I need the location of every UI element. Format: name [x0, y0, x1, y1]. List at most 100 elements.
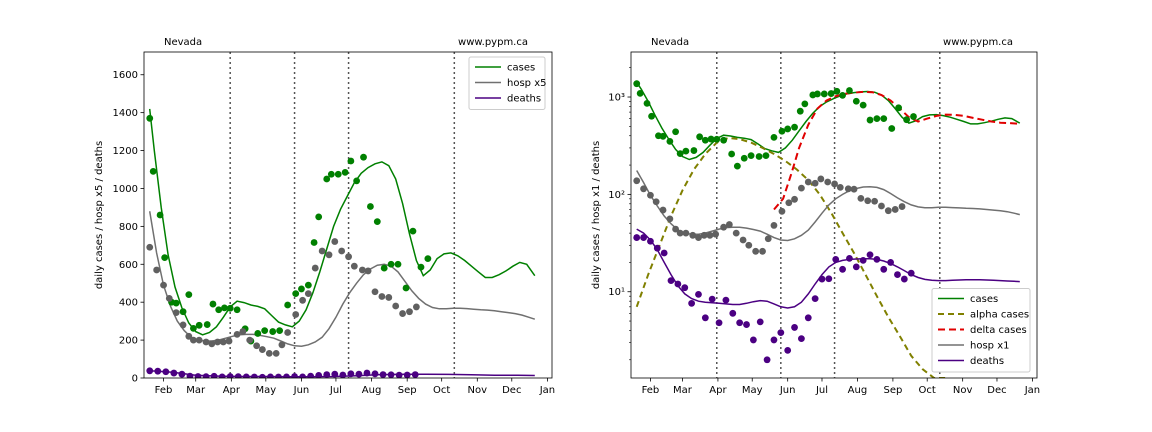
data-point-cases [755, 153, 763, 160]
data-point-hosp [720, 223, 728, 231]
data-point-hosp [225, 337, 233, 345]
data-point-hosp [165, 294, 173, 302]
data-point-hosp [647, 191, 654, 199]
data-point-hosp [190, 336, 197, 344]
data-point-deaths [250, 373, 258, 378]
data-point-deaths [756, 318, 764, 326]
data-point-deaths [770, 336, 778, 344]
data-point-cases [833, 87, 841, 95]
data-point-hosp [392, 302, 400, 310]
data-point-hosp [884, 207, 892, 215]
x-tick-label: Oct [433, 385, 450, 396]
data-point-hosp [824, 178, 832, 186]
data-point-hosp [278, 341, 286, 349]
data-point-hosp [265, 349, 273, 357]
data-point-cases [298, 285, 305, 293]
data-point-hosp [844, 185, 852, 193]
data-point-hosp [831, 180, 838, 188]
data-point-cases [895, 104, 903, 112]
data-point-deaths [387, 371, 395, 378]
data-point-hosp [214, 338, 221, 346]
data-point-hosp [811, 179, 819, 187]
data-point-cases [417, 263, 425, 271]
data-point-deaths [154, 367, 162, 375]
x-tick-label: Jan [1024, 385, 1040, 396]
data-point-cases [910, 113, 917, 120]
x-tick-label: May [742, 385, 763, 396]
data-point-hosp [258, 346, 266, 353]
data-point-cases [648, 112, 655, 120]
data-point-deaths [873, 255, 881, 263]
data-point-cases [747, 152, 755, 160]
data-point-cases [402, 284, 410, 292]
axes-frame [143, 51, 553, 379]
data-point-deaths [226, 373, 234, 378]
data-point-cases [762, 152, 770, 160]
data-point-deaths [667, 277, 675, 285]
legend-label: delta cases [970, 325, 1027, 336]
data-point-cases [203, 321, 211, 328]
data-point-deaths [647, 237, 654, 245]
data-point-cases [643, 99, 651, 107]
data-point-deaths [242, 373, 250, 378]
data-point-deaths [640, 234, 647, 241]
data-point-deaths [791, 324, 798, 331]
data-point-cases [284, 301, 292, 309]
data-point-hosp [172, 309, 180, 317]
data-point-hosp [836, 183, 844, 191]
data-point-deaths [210, 372, 218, 378]
y-tick-label: 1600 [113, 70, 138, 81]
data-point-cases [409, 227, 417, 235]
data-point-hosp [725, 221, 733, 228]
data-point-deaths [839, 265, 846, 273]
data-point-cases [190, 324, 197, 332]
data-point-deaths [674, 280, 682, 288]
data-point-hosp [891, 206, 899, 213]
data-point-deaths [818, 275, 826, 283]
data-point-deaths [202, 373, 210, 378]
data-point-deaths [825, 275, 833, 283]
data-point-cases [276, 327, 284, 335]
data-point-deaths [291, 373, 298, 378]
data-point-deaths [811, 295, 819, 303]
data-point-cases [209, 300, 217, 308]
x-tick-label: Aug [848, 385, 868, 396]
data-point-cases [347, 157, 355, 165]
data-point-hosp [202, 338, 210, 346]
chart-title-left: Nevada [164, 37, 202, 48]
x-tick-label: Oct [919, 385, 936, 396]
data-point-hosp [676, 229, 684, 237]
data-point-hosp [864, 197, 872, 205]
data-point-deaths [363, 369, 371, 377]
data-point-cases [770, 133, 778, 141]
data-point-deaths [178, 370, 186, 378]
data-point-hosp [179, 321, 187, 329]
data-point-hosp [246, 336, 254, 344]
data-point-cases [304, 281, 312, 289]
data-point-hosp [700, 231, 708, 239]
chart-title-right: www.pypm.ca [943, 37, 1013, 48]
x-tick-label: Jul [329, 385, 342, 396]
data-point-hosp [185, 332, 193, 340]
data-point-hosp [798, 184, 805, 192]
data-point-deaths [170, 369, 178, 377]
x-tick-label: Jun [779, 385, 796, 396]
data-point-cases [226, 304, 234, 312]
data-point-hosp [325, 251, 333, 259]
data-point-cases [424, 255, 432, 262]
data-point-hosp [706, 231, 714, 239]
data-point-cases [380, 264, 388, 272]
data-point-hosp [871, 197, 878, 205]
data-point-cases [633, 80, 641, 88]
data-point-deaths [307, 372, 315, 378]
data-point-deaths [234, 373, 242, 378]
data-point-deaths [660, 249, 668, 257]
data-point-hosp [857, 194, 865, 202]
data-point-cases [903, 116, 911, 124]
data-point-deaths [395, 371, 403, 378]
legend: cases hosp x5 deaths [468, 56, 546, 110]
data-point-deaths [315, 371, 323, 378]
data-point-cases [195, 321, 203, 329]
data-point-deaths [695, 290, 702, 298]
data-point-cases [720, 136, 728, 144]
